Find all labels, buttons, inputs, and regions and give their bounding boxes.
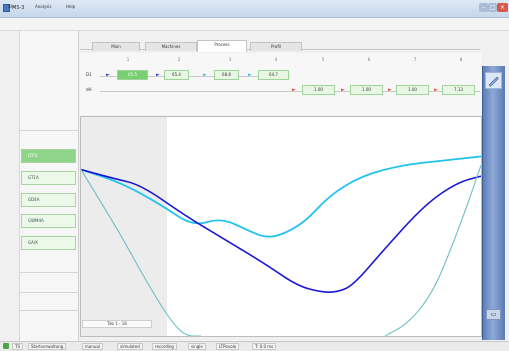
left-button-ltp3[interactable]: LTP3 bbox=[21, 149, 76, 163]
arrow-right-icon: ► bbox=[106, 72, 110, 78]
arrow-right-icon: ► bbox=[341, 87, 345, 93]
left-panel bbox=[19, 31, 79, 341]
sequence-cell[interactable]: 1.00 bbox=[350, 85, 383, 95]
title-bar bbox=[0, 0, 509, 18]
left-button-gax[interactable]: GA/X bbox=[21, 236, 76, 250]
arrow-right-icon: ► bbox=[248, 72, 252, 78]
maximize-button[interactable]: □ bbox=[488, 3, 497, 12]
left-panel-divider bbox=[19, 130, 79, 131]
tool-icon[interactable] bbox=[485, 72, 502, 89]
sequence-line bbox=[100, 76, 290, 77]
row-label-d1: D1 bbox=[86, 72, 92, 77]
sequence-cell[interactable]: 65.5 bbox=[117, 70, 148, 80]
menu-file[interactable]: File bbox=[8, 4, 15, 9]
column-number: 4 bbox=[274, 57, 278, 62]
chart-series-2 bbox=[81, 168, 481, 293]
status-item: Startverwaltung bbox=[28, 343, 67, 350]
sequence-cell[interactable]: 65.4 bbox=[164, 70, 189, 80]
profile-chart bbox=[81, 155, 481, 336]
minimize-button[interactable]: – bbox=[479, 3, 488, 12]
status-icon bbox=[3, 343, 9, 349]
left-button-gwm4a[interactable]: GWM4A bbox=[21, 214, 76, 228]
tab-profil[interactable]: Profil bbox=[250, 42, 302, 51]
left-panel-divider bbox=[19, 272, 79, 273]
app-icon bbox=[3, 4, 10, 12]
chart-series-3 bbox=[81, 169, 201, 336]
status-item: manual bbox=[82, 343, 103, 350]
column-number: 3 bbox=[228, 57, 232, 62]
arrow-right-icon: ► bbox=[156, 72, 160, 78]
chart-series-4 bbox=[384, 165, 481, 336]
left-panel-divider bbox=[19, 310, 79, 311]
column-number: 5 bbox=[321, 57, 325, 62]
arrow-right-icon: ► bbox=[292, 87, 296, 93]
tab-main[interactable]: Main bbox=[92, 42, 140, 51]
sequence-cell[interactable]: 68.8 bbox=[214, 70, 239, 80]
menu-help[interactable]: Help bbox=[66, 4, 76, 9]
row-label-dh: dH bbox=[86, 87, 92, 92]
arrow-right-icon: ► bbox=[203, 72, 207, 78]
right-side-bar bbox=[482, 66, 505, 340]
left-panel-divider bbox=[19, 292, 79, 293]
column-number: 6 bbox=[367, 57, 371, 62]
left-button-gt1a[interactable]: GT1A bbox=[21, 171, 76, 185]
arrow-right-icon: ► bbox=[388, 87, 392, 93]
status-item: TS bbox=[12, 343, 23, 350]
status-item: LTPovolo bbox=[216, 343, 240, 350]
chart-range-label: Tab 1 - 18 bbox=[82, 320, 152, 328]
menu-bar bbox=[0, 18, 509, 31]
chart-shaded-region bbox=[81, 117, 167, 336]
sequence-panel bbox=[80, 53, 482, 115]
left-button-gd4a[interactable]: GD4A bbox=[21, 193, 76, 207]
tab-process[interactable]: Process bbox=[197, 40, 247, 52]
sequence-cell[interactable]: 7.13 bbox=[442, 85, 475, 95]
status-item: single bbox=[188, 343, 206, 350]
column-number: 7 bbox=[413, 57, 417, 62]
sequence-cell[interactable]: 1.00 bbox=[396, 85, 429, 95]
column-number: 2 bbox=[177, 57, 181, 62]
window-title: MS-3 bbox=[12, 5, 25, 11]
chart-series-1 bbox=[81, 155, 481, 238]
menu-analysis[interactable]: Analysis bbox=[35, 4, 52, 9]
column-number: 8 bbox=[459, 57, 463, 62]
sequence-line bbox=[100, 91, 480, 92]
status-item: T: 0.0 ms bbox=[252, 343, 277, 350]
arrow-right-icon: ► bbox=[434, 87, 438, 93]
sequence-cell[interactable]: 64.7 bbox=[258, 70, 289, 80]
pencil-icon bbox=[488, 76, 499, 87]
status-item: simulated bbox=[117, 343, 143, 350]
status-item: recording bbox=[152, 343, 177, 350]
tab-machines[interactable]: Machines bbox=[145, 42, 197, 51]
close-button[interactable]: × bbox=[497, 3, 508, 12]
column-number: 1 bbox=[126, 57, 130, 62]
sequence-cell[interactable]: 1.00 bbox=[302, 85, 335, 95]
window-icon[interactable]: ▭ bbox=[486, 309, 501, 320]
